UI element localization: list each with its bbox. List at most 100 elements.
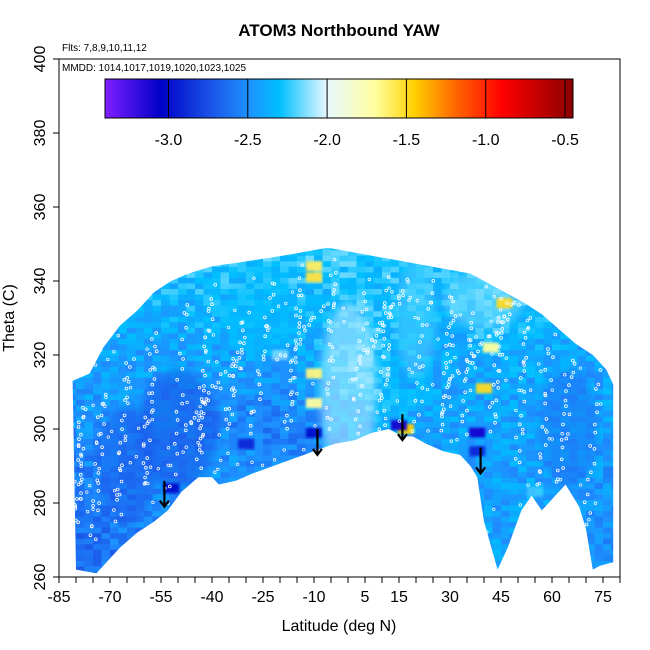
measurement-point [537, 362, 541, 366]
field-cell [611, 305, 614, 312]
field-cell [229, 527, 239, 534]
field-cell [76, 366, 86, 373]
field-cell [93, 282, 103, 289]
measurement-point [512, 300, 517, 305]
measurement-point [331, 292, 336, 296]
field-cell [450, 399, 460, 406]
field-cell [552, 266, 562, 273]
field-cell [603, 416, 613, 423]
field-cell [560, 288, 570, 295]
field-cell [314, 393, 324, 400]
field-cell [543, 499, 553, 506]
field-cell [271, 527, 281, 534]
field-cell [501, 466, 511, 473]
measurement-point [562, 412, 566, 416]
field-cell [161, 554, 171, 561]
field-cell [475, 532, 485, 539]
field-cell [569, 277, 579, 284]
field-cell [382, 327, 392, 334]
field-cell [611, 405, 614, 412]
field-cell [425, 238, 434, 244]
field-cell [339, 493, 349, 500]
field-cell [178, 260, 188, 267]
field-cell [59, 516, 68, 522]
field-cell [178, 366, 188, 373]
field-cell [186, 366, 196, 373]
field-cell [127, 327, 137, 334]
field-cell [93, 449, 103, 456]
field-cell [450, 349, 460, 356]
measurement-point [356, 431, 361, 436]
field-cell [263, 554, 273, 561]
field-cell [543, 338, 553, 345]
measurement-point [468, 343, 473, 348]
field-cell [450, 432, 460, 439]
field-cell [288, 499, 298, 506]
field-cell [492, 327, 502, 334]
field-cell [305, 299, 315, 306]
field-cell [365, 493, 375, 500]
field-cell [237, 382, 247, 389]
field-cell [72, 366, 77, 373]
field-cell [501, 460, 511, 467]
field-cell [220, 421, 230, 428]
field-cell [509, 449, 519, 456]
field-cell [85, 233, 94, 239]
measurement-point [457, 487, 461, 491]
field-cell [356, 277, 366, 284]
field-cell [356, 288, 366, 295]
field-cell [433, 421, 443, 428]
field-cell [101, 277, 111, 284]
field-cell [280, 488, 290, 495]
measurement-point [389, 304, 393, 309]
field-cell [152, 299, 162, 306]
field-cell [297, 233, 306, 239]
measurement-point [118, 440, 123, 445]
field-cell [603, 299, 613, 306]
field-cell [297, 277, 307, 284]
field-cell [246, 504, 256, 511]
field-cell [220, 521, 230, 528]
field-cell [263, 249, 273, 256]
field-cell [475, 327, 485, 334]
field-cell [169, 288, 179, 295]
field-cell [178, 565, 188, 573]
measurement-point [128, 386, 133, 390]
field-cell [161, 249, 171, 256]
field-cell [382, 543, 392, 550]
field-cell [399, 488, 409, 495]
field-cell [229, 432, 239, 439]
field-cell [543, 516, 553, 523]
field-cell [407, 504, 417, 511]
field-cell [611, 454, 614, 462]
field-cell [441, 504, 451, 511]
field-cell [280, 266, 290, 273]
field-cell [594, 305, 604, 312]
field-cell [552, 543, 562, 550]
measurement-point [484, 285, 488, 289]
field-cell [509, 538, 519, 545]
field-cell [93, 565, 103, 573]
field-cell [373, 349, 383, 356]
field-cell [339, 443, 349, 450]
measurement-point [370, 337, 374, 342]
field-cell [161, 260, 171, 267]
field-cell [186, 349, 196, 356]
field-cell [407, 493, 417, 500]
field-cell [220, 543, 230, 550]
measurement-point [174, 431, 179, 436]
field-cell [93, 516, 103, 523]
field-cell [314, 543, 324, 550]
field-cell [84, 543, 94, 550]
field-cell [475, 399, 485, 406]
field-cell [433, 543, 443, 550]
field-cell [169, 260, 179, 267]
measurement-point [460, 419, 465, 424]
field-cell [263, 521, 273, 528]
measurement-point [436, 260, 440, 264]
field-cell [535, 393, 545, 400]
field-cell [450, 233, 459, 239]
field-cell [382, 282, 392, 289]
field-cell [84, 294, 94, 301]
field-cell [178, 247, 188, 251]
